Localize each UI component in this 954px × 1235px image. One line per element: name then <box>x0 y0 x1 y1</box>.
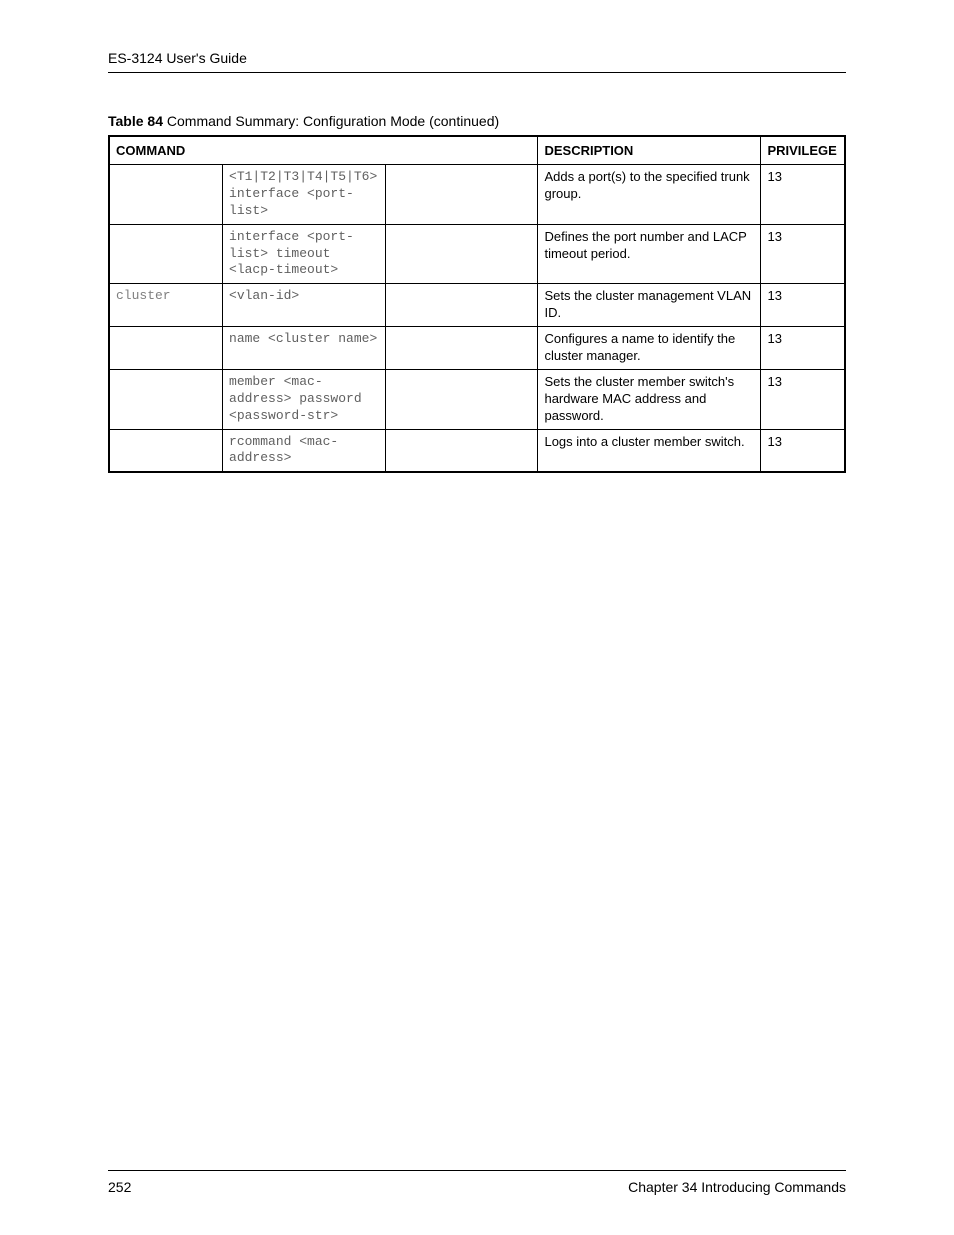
cmd3-cell <box>386 369 538 429</box>
cmd2-cell: interface <port-list> timeout <lacp-time… <box>223 224 386 284</box>
cmd1-cell <box>109 165 223 225</box>
cmd1-cell <box>109 224 223 284</box>
table-row: name <cluster name> Configures a name to… <box>109 327 845 370</box>
cmd3-cell <box>386 165 538 225</box>
cmd3-cell <box>386 224 538 284</box>
chapter-title: Chapter 34 Introducing Commands <box>628 1179 846 1195</box>
cmd2-cell: <T1|T2|T3|T4|T5|T6> interface <port-list… <box>223 165 386 225</box>
cmd1-cell <box>109 429 223 472</box>
table-row: cluster <vlan-id> Sets the cluster manag… <box>109 284 845 327</box>
priv-cell: 13 <box>761 429 845 472</box>
cmd2-cell: <vlan-id> <box>223 284 386 327</box>
cmd2-cell: member <mac-address> password <password-… <box>223 369 386 429</box>
desc-cell: Logs into a cluster member switch. <box>538 429 761 472</box>
page-footer: 252 Chapter 34 Introducing Commands <box>108 1170 846 1195</box>
table-number: Table 84 <box>108 113 163 129</box>
table-caption: Table 84 Command Summary: Configuration … <box>108 113 846 129</box>
cmd2-cell: rcommand <mac-address> <box>223 429 386 472</box>
cmd3-cell <box>386 327 538 370</box>
page-header: ES-3124 User's Guide <box>108 50 846 73</box>
cmd2-cell: name <cluster name> <box>223 327 386 370</box>
priv-cell: 13 <box>761 284 845 327</box>
col-command-header: COMMAND <box>109 136 538 165</box>
priv-cell: 13 <box>761 165 845 225</box>
guide-title: ES-3124 User's Guide <box>108 50 247 66</box>
desc-cell: Adds a port(s) to the specified trunk gr… <box>538 165 761 225</box>
cmd1-cell: cluster <box>109 284 223 327</box>
priv-cell: 13 <box>761 224 845 284</box>
command-table: COMMAND DESCRIPTION PRIVILEGE <T1|T2|T3|… <box>108 135 846 473</box>
cmd3-cell <box>386 429 538 472</box>
table-row: interface <port-list> timeout <lacp-time… <box>109 224 845 284</box>
priv-cell: 13 <box>761 369 845 429</box>
content-spacer <box>108 473 846 1170</box>
desc-cell: Sets the cluster management VLAN ID. <box>538 284 761 327</box>
cmd3-cell <box>386 284 538 327</box>
priv-cell: 13 <box>761 327 845 370</box>
cmd1-cell <box>109 327 223 370</box>
col-description-header: DESCRIPTION <box>538 136 761 165</box>
desc-cell: Configures a name to identify the cluste… <box>538 327 761 370</box>
desc-cell: Defines the port number and LACP timeout… <box>538 224 761 284</box>
table-row: member <mac-address> password <password-… <box>109 369 845 429</box>
page-number: 252 <box>108 1179 131 1195</box>
table-caption-text: Command Summary: Configuration Mode (con… <box>163 113 499 129</box>
table-header-row: COMMAND DESCRIPTION PRIVILEGE <box>109 136 845 165</box>
cmd1-cell <box>109 369 223 429</box>
col-privilege-header: PRIVILEGE <box>761 136 845 165</box>
table-row: rcommand <mac-address> Logs into a clust… <box>109 429 845 472</box>
desc-cell: Sets the cluster member switch's hardwar… <box>538 369 761 429</box>
table-row: <T1|T2|T3|T4|T5|T6> interface <port-list… <box>109 165 845 225</box>
